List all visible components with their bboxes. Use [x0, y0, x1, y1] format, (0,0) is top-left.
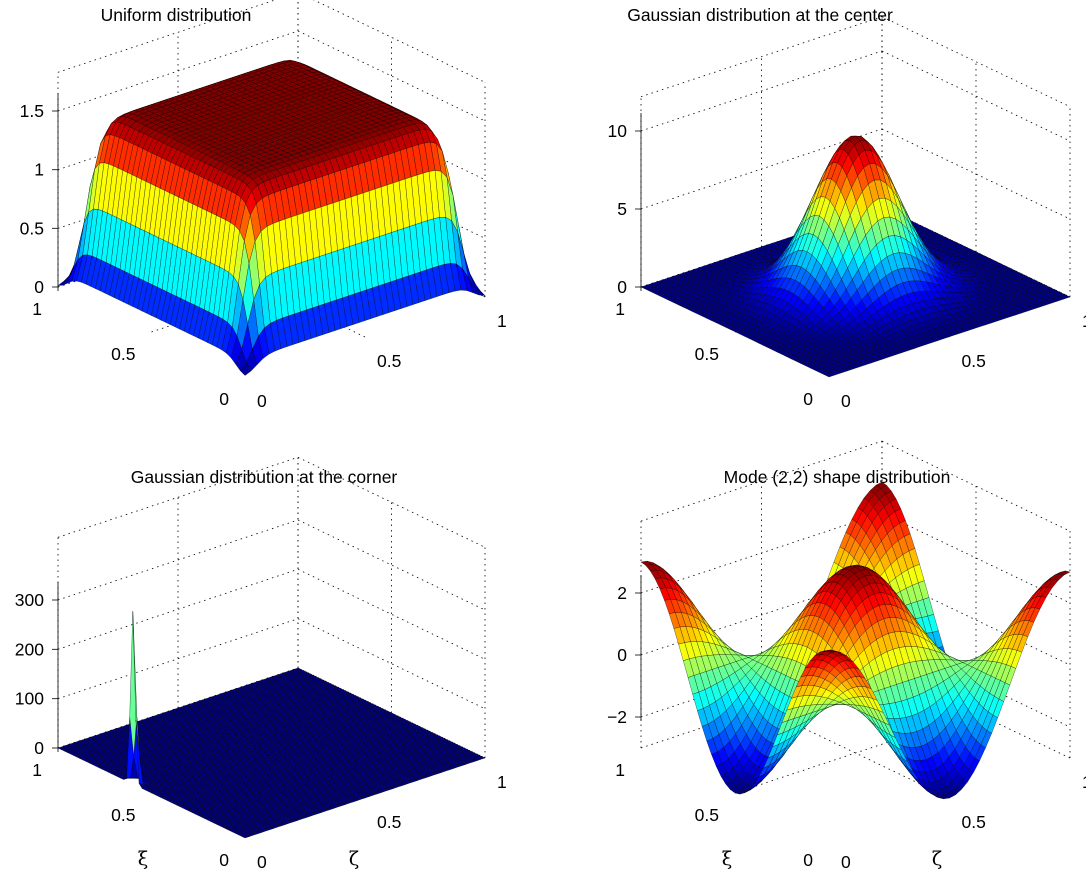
x-tick-label: 0: [257, 391, 267, 411]
subplot-3-surface: [57, 611, 486, 839]
x-tick-label: 1: [497, 311, 507, 331]
x-tick-label: 0: [841, 391, 851, 411]
y-tick-label: 0.5: [695, 344, 719, 364]
x-tick-label: 0.5: [962, 351, 986, 371]
z-tick-label: 10: [608, 121, 628, 141]
subplot-3-title: Gaussian distribution at the corner: [131, 467, 398, 487]
z-tick-label: 0: [617, 277, 627, 297]
z-tick-label: 1.5: [20, 101, 44, 121]
subplot-2: Gaussian distribution at the center 0510…: [608, 5, 1086, 411]
grid-line: [640, 50, 883, 132]
subplot-2-surface: [640, 135, 1071, 378]
subplot-1-title: Uniform distribution: [101, 5, 252, 25]
z-tick-label: 0: [34, 277, 44, 297]
y-tick-label: 0.5: [111, 344, 135, 364]
x-tick-label: 0.5: [377, 351, 401, 371]
z-tick-label: 5: [617, 199, 627, 219]
grid-line: [640, 16, 883, 98]
y-tick-label: 1: [615, 299, 625, 319]
subplot-3: Gaussian distribution at the corner 0100…: [15, 456, 507, 872]
z-tick-label: 1: [34, 160, 44, 180]
z-tick-label: 0.5: [20, 218, 44, 238]
y-tick-label: 0: [803, 389, 813, 409]
subplot-1-surface: [57, 60, 486, 376]
y-tick-label: 1: [32, 299, 42, 319]
grid-line: [881, 16, 1071, 108]
subplot-2-title: Gaussian distribution at the center: [627, 5, 893, 25]
x-tick-label: 1: [1082, 311, 1086, 331]
y-tick-label: 0: [219, 389, 229, 409]
